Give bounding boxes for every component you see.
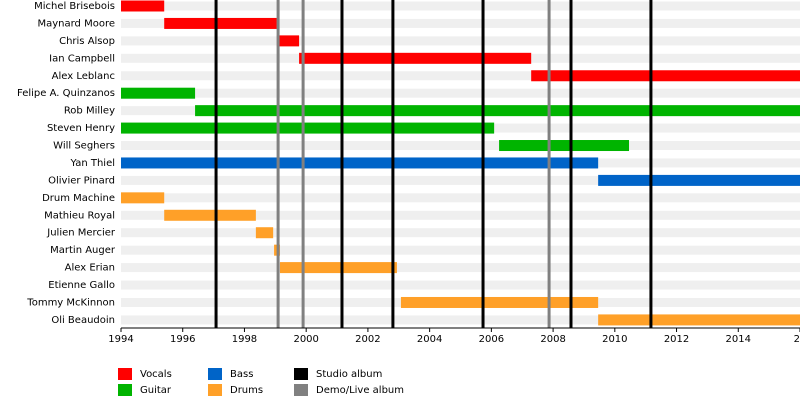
x-tick-label: 1996 xyxy=(170,334,195,345)
member-bar xyxy=(121,0,165,12)
x-tick-label: 2004 xyxy=(417,334,442,345)
row-band xyxy=(121,193,800,203)
row-label: Alex Leblanc xyxy=(52,71,115,82)
row-label: Ian Campbell xyxy=(49,53,115,64)
legend-label: Studio album xyxy=(316,369,382,380)
member-bar xyxy=(531,70,800,82)
row-label: Felipe A. Quinzanos xyxy=(17,88,115,99)
row-band xyxy=(121,18,800,28)
member-bar xyxy=(121,122,495,134)
row-label: Olivier Pinard xyxy=(48,175,115,186)
row-label: Martin Auger xyxy=(50,245,116,256)
row-label: Chris Alsop xyxy=(59,36,115,47)
x-tick-label: 1994 xyxy=(108,334,133,345)
row-band xyxy=(121,263,800,273)
member-bar xyxy=(255,227,274,239)
member-bar xyxy=(299,52,532,64)
legend-swatch xyxy=(208,384,222,396)
row-band xyxy=(121,210,800,220)
legend-label: Vocals xyxy=(140,369,172,380)
row-band xyxy=(121,175,800,185)
member-bar xyxy=(400,296,599,308)
x-tick-label: 2014 xyxy=(726,334,751,345)
row-band xyxy=(121,315,800,325)
x-tick-label: 2006 xyxy=(479,334,504,345)
member-bar xyxy=(121,87,196,99)
row-label: Alex Erian xyxy=(65,263,115,274)
row-label: Yan Thiel xyxy=(69,158,115,169)
legend-label: Bass xyxy=(230,369,253,380)
row-band xyxy=(121,88,800,98)
row-band xyxy=(121,245,800,255)
member-bar xyxy=(121,157,599,169)
member-bar xyxy=(276,35,300,47)
x-tick-label: 2000 xyxy=(293,334,318,345)
row-band xyxy=(121,228,800,238)
legend-label: Drums xyxy=(230,385,263,396)
row-label: Drum Machine xyxy=(42,193,115,204)
row-label: Tommy McKinnon xyxy=(26,297,115,308)
legend-swatch xyxy=(118,384,132,396)
legend-label: Demo/Live album xyxy=(316,385,404,396)
row-band xyxy=(121,36,800,46)
x-tick-label: 2012 xyxy=(664,334,689,345)
x-tick-label: 2002 xyxy=(355,334,380,345)
legend-swatch xyxy=(294,368,308,380)
x-tick-label: 20 xyxy=(794,334,800,345)
legend-swatch xyxy=(208,368,222,380)
row-label: Steven Henry xyxy=(47,123,115,134)
legend-swatch xyxy=(118,368,132,380)
row-label: Mathieu Royal xyxy=(44,210,115,221)
x-tick-label: 1998 xyxy=(232,334,257,345)
row-label: Maynard Moore xyxy=(37,18,115,29)
member-bar xyxy=(598,314,800,326)
member-bar xyxy=(195,105,800,117)
x-tick-label: 2010 xyxy=(602,334,627,345)
row-label: Julien Mercier xyxy=(46,228,116,239)
row-band xyxy=(121,71,800,81)
member-bar xyxy=(164,17,277,29)
legend-label: Guitar xyxy=(140,385,172,396)
row-band xyxy=(121,280,800,290)
member-bar xyxy=(598,174,800,186)
row-label: Will Seghers xyxy=(53,141,115,152)
member-bar xyxy=(164,209,256,221)
member-bar xyxy=(121,192,165,204)
row-label: Michel Brisebois xyxy=(34,1,115,12)
row-label: Etienne Gallo xyxy=(48,280,115,291)
row-label: Rob Milley xyxy=(64,106,115,117)
row-band xyxy=(121,1,800,11)
member-bar xyxy=(279,262,397,274)
row-band xyxy=(121,141,800,151)
row-label: Oli Beaudoin xyxy=(51,315,115,326)
member-bar xyxy=(499,140,630,152)
legend-swatch xyxy=(294,384,308,396)
x-tick-label: 2008 xyxy=(540,334,565,345)
